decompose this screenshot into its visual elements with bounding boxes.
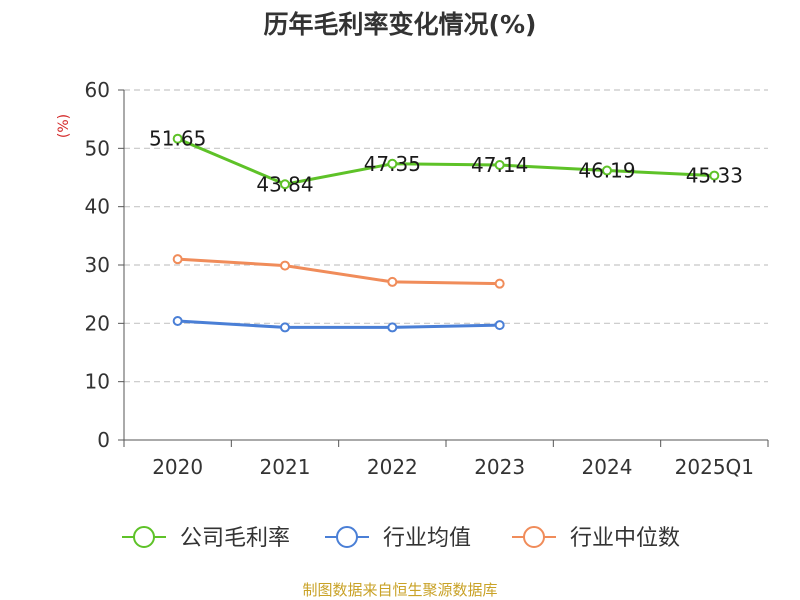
series-1-point [172, 133, 183, 144]
chart-title: 历年毛利率变化情况(%) [264, 10, 537, 39]
x-tick-label: 2023 [474, 455, 525, 479]
source-note: 制图数据来自恒生聚源数据库 [302, 581, 497, 599]
data-labels: 51.65 43.84 47.35 47.14 46.19 45.33 [149, 127, 743, 197]
series-3-point [387, 276, 398, 287]
x-tick-label: 2025Q1 [675, 455, 754, 479]
x-tick-label: 2021 [260, 455, 311, 479]
data-label: 46.19 [578, 159, 635, 183]
legend-label: 公司毛利率 [180, 526, 290, 551]
gridlines [124, 89, 768, 383]
data-label: 45.33 [686, 164, 743, 188]
series-2-point [280, 322, 290, 333]
legend: 公司毛利率 行业均值 行业中位数 [122, 526, 680, 551]
x-tick-label: 2020 [152, 455, 203, 479]
y-tick-label: 20 [85, 311, 110, 335]
series-2-point [494, 320, 505, 331]
legend-label: 行业中位数 [570, 526, 680, 551]
series-line-3 [177, 257, 500, 286]
series-line-2 [177, 319, 500, 329]
y-tick-label: 10 [85, 370, 110, 394]
y-tick-label: 0 [97, 428, 110, 452]
y-tick-label: 30 [85, 253, 110, 277]
legend-swatch-marker [336, 526, 358, 548]
series-3-point [280, 260, 290, 271]
series-2-point [172, 316, 183, 326]
y-axis-unit-label: (%) [56, 114, 72, 138]
legend-swatch-marker [133, 526, 155, 548]
series-layer [172, 133, 720, 333]
data-label: 51.65 [149, 127, 206, 151]
legend-label: 行业均值 [383, 526, 471, 551]
y-tick-label: 40 [85, 195, 110, 219]
data-label: 43.84 [256, 172, 313, 196]
data-label: 47.35 [364, 152, 421, 176]
series-1-point [709, 170, 720, 181]
y-tick-label: 60 [85, 78, 110, 102]
series-1-point [602, 165, 612, 176]
legend-swatch-marker [523, 526, 545, 548]
series-3-point [172, 254, 183, 265]
y-tick-label: 50 [85, 136, 110, 160]
axes: 0 10 20 30 40 50 60 2020 2021 2022 2023 2024 2025Q1 [85, 78, 769, 479]
series-3-point [494, 278, 505, 289]
series-1-point [387, 158, 398, 169]
data-label: 47.14 [471, 153, 528, 177]
series-line-1 [177, 137, 715, 186]
series-1-point [280, 179, 290, 190]
x-tick-label: 2022 [367, 455, 418, 479]
x-tick-label: 2024 [582, 455, 633, 479]
series-1-point [494, 160, 505, 171]
series-2-point [387, 322, 398, 333]
